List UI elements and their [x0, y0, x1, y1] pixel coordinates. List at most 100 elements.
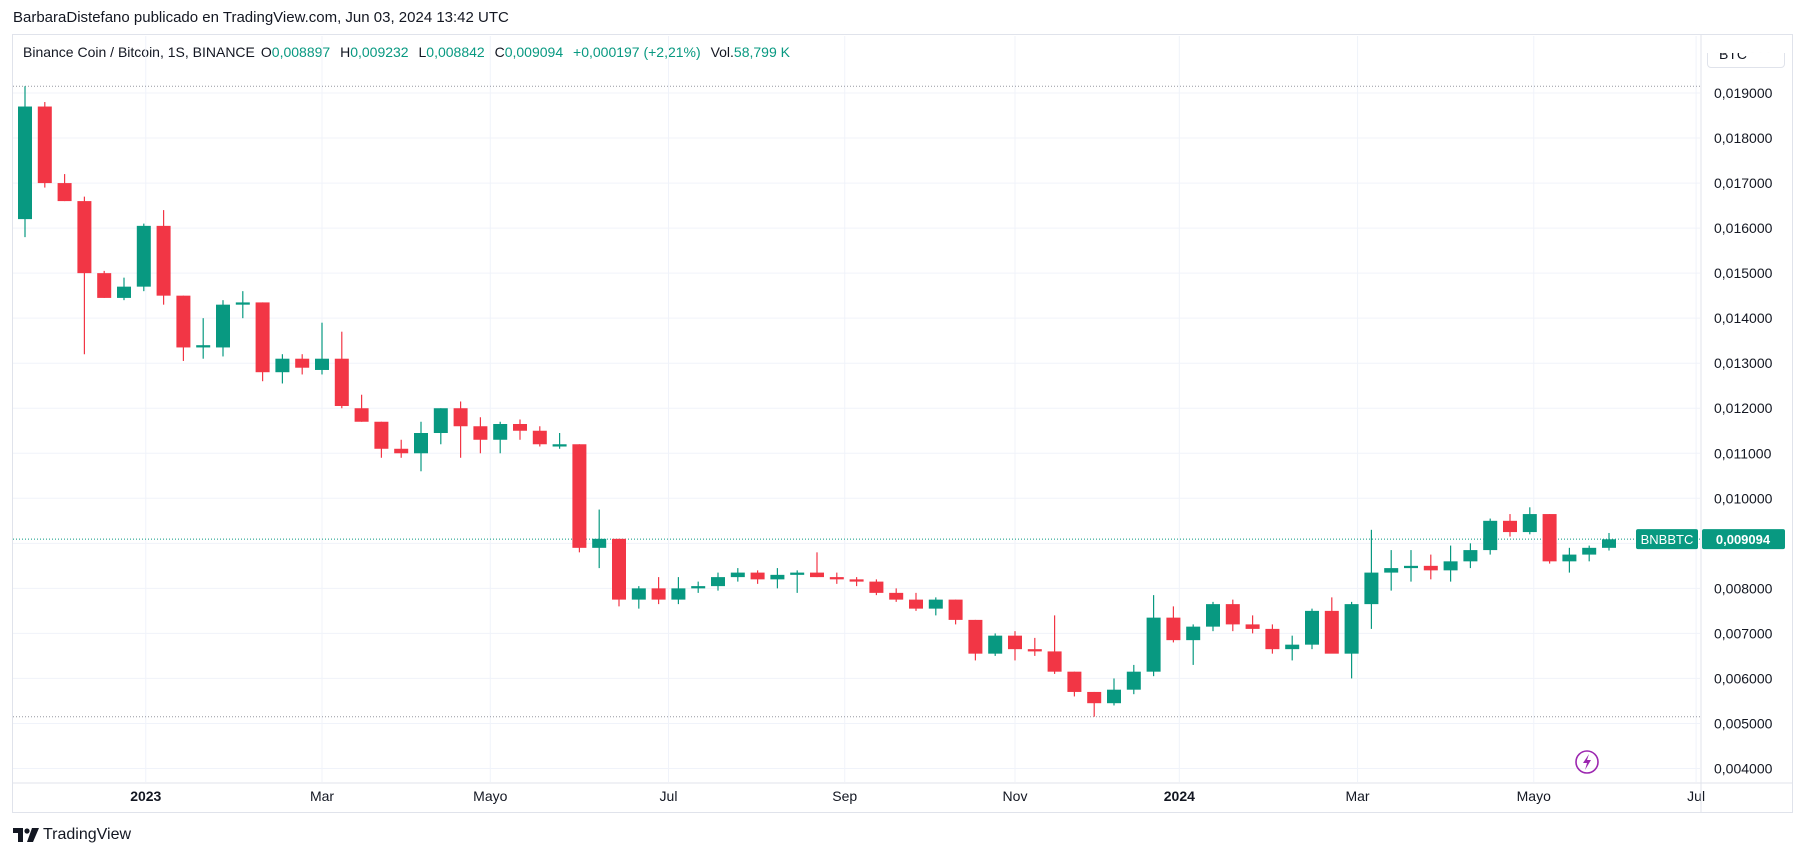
candle-body	[37, 106, 52, 184]
candle-body	[968, 619, 983, 654]
candle-body	[671, 588, 686, 600]
candle-body	[592, 538, 607, 548]
tradingview-logo-icon	[13, 828, 39, 842]
high-label: H	[340, 44, 351, 60]
candle-body	[473, 426, 488, 440]
candle-body	[1522, 514, 1537, 533]
candle-body	[691, 586, 706, 589]
publish-caption: BarbaraDistefano publicado en TradingVie…	[13, 9, 509, 26]
x-tick-label: 2024	[1164, 788, 1195, 804]
candle-body	[651, 588, 666, 600]
x-tick-label: Mayo	[473, 788, 507, 804]
axis-cover	[1701, 35, 1791, 53]
candle-body	[315, 358, 329, 370]
candle-body	[889, 592, 904, 600]
candle-body	[1047, 651, 1062, 672]
candle-body	[1067, 671, 1082, 692]
candle-body	[196, 345, 211, 348]
candle-body	[909, 599, 923, 609]
candle-body	[235, 302, 250, 305]
candle-body	[414, 433, 428, 454]
candle-body	[1265, 628, 1280, 650]
tradingview-brand: TradingView	[43, 826, 132, 843]
y-tick-label: 0,018000	[1714, 130, 1773, 146]
candle-body	[1542, 514, 1557, 562]
candle-body	[453, 408, 468, 427]
low-value: 0,008842	[426, 44, 485, 60]
candle-body	[750, 572, 765, 580]
candle-body	[988, 635, 1003, 654]
candle-body	[1483, 520, 1498, 551]
candle-body	[810, 572, 824, 578]
candle-body	[1582, 547, 1597, 555]
candle-body	[1285, 644, 1300, 650]
volume-value: 58,799 K	[733, 44, 790, 60]
candle-body	[928, 599, 943, 609]
symbol-tag-text: BNBBTC	[1641, 532, 1694, 547]
y-tick-label: 0,011000	[1714, 445, 1772, 461]
candle-body	[1008, 635, 1022, 650]
symbol-name[interactable]: Binance Coin / Bitcoin, 1S, BINANCE	[23, 44, 255, 60]
candle-body	[374, 421, 389, 449]
candle-body	[57, 183, 72, 202]
chart-frame	[12, 34, 1793, 813]
candle-body	[730, 572, 745, 578]
x-tick-label: 2023	[130, 788, 161, 804]
candle-body	[1344, 604, 1359, 654]
x-tick-label: Mar	[1345, 788, 1369, 804]
open-label: O	[260, 44, 272, 60]
candle-body	[1404, 565, 1418, 569]
candle-body	[216, 304, 230, 348]
x-tick-label: Sep	[832, 788, 857, 804]
candle-body	[1324, 610, 1339, 654]
candle-body	[829, 577, 844, 580]
y-tick-label: 0,017000	[1714, 175, 1773, 191]
candle-body	[354, 408, 369, 422]
y-tick-label: 0,008000	[1714, 580, 1773, 596]
candle-body	[552, 444, 567, 447]
candle-body	[1503, 520, 1517, 533]
candle-body	[334, 358, 349, 406]
candle-body	[1146, 617, 1161, 672]
y-tick-label: 0,019000	[1714, 85, 1773, 101]
tradingview-footer[interactable]: TradingView	[13, 826, 131, 844]
candle-body	[493, 424, 508, 440]
candle-body	[1027, 649, 1042, 652]
candle-body	[1463, 550, 1478, 562]
y-tick-label: 0,016000	[1714, 220, 1773, 236]
candle-body	[255, 302, 270, 373]
symbol-tag-bg	[1636, 529, 1698, 550]
y-tick-label: 0,015000	[1714, 265, 1773, 281]
flash-icon[interactable]	[1575, 750, 1599, 774]
x-tick-label: Nov	[1003, 788, 1028, 804]
y-tick-label: 0,007000	[1714, 625, 1773, 641]
candle-body	[1562, 554, 1577, 562]
close-label: C	[494, 44, 505, 60]
open-value: 0,008897	[271, 44, 331, 60]
candle-body	[1423, 565, 1438, 571]
candle-body	[532, 430, 547, 445]
candle-body	[869, 581, 884, 593]
candle-body	[77, 201, 92, 274]
candle-body	[1225, 604, 1240, 625]
price-tag-bg	[1702, 529, 1785, 550]
candle-body	[572, 444, 587, 548]
candle-body	[849, 579, 864, 582]
candle-body	[295, 358, 310, 368]
candle-body	[790, 572, 805, 575]
high-value: 0,009232	[350, 44, 409, 60]
candle-body	[1186, 626, 1201, 641]
candle-body	[1245, 624, 1260, 629]
x-tick-label: Jul	[1687, 788, 1705, 804]
candle-body	[711, 577, 725, 587]
candle-body	[1384, 568, 1399, 573]
candle-body	[631, 588, 646, 600]
candle-body	[176, 295, 191, 348]
candle-body	[136, 225, 151, 287]
candle-body	[1126, 671, 1141, 690]
candle-body	[1107, 689, 1121, 704]
candle-body	[433, 408, 448, 434]
y-tick-label: 0,006000	[1714, 670, 1773, 686]
price-tag-text: 0,009094	[1716, 532, 1771, 547]
